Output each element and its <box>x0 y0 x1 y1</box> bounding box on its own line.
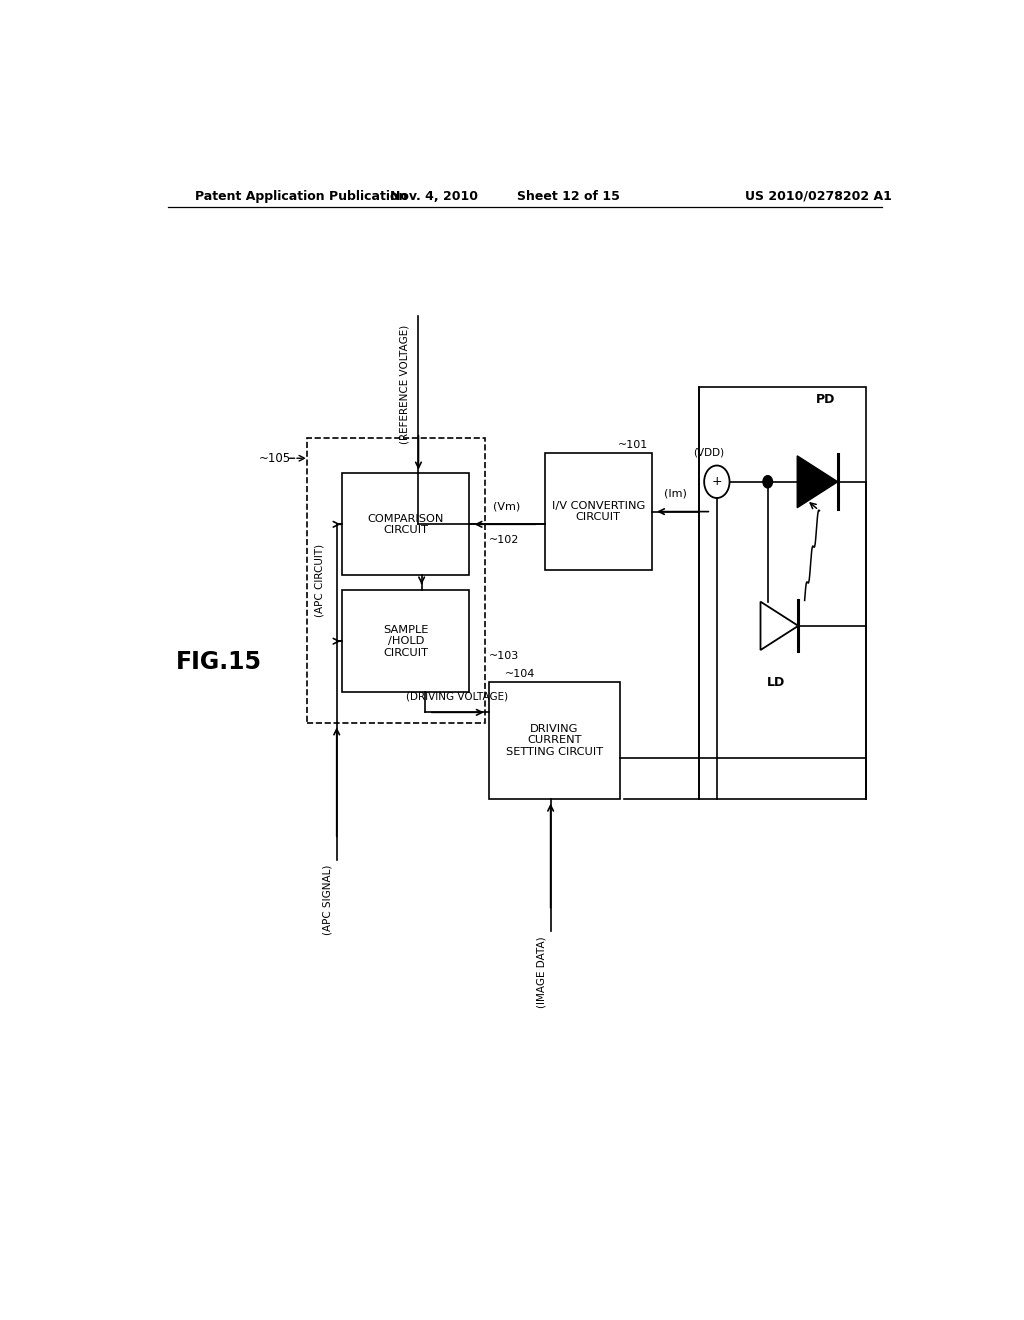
Bar <box>306 438 485 722</box>
Text: Patent Application Publication: Patent Application Publication <box>196 190 408 202</box>
Text: (Vm): (Vm) <box>494 502 520 511</box>
Polygon shape <box>798 455 838 508</box>
Text: FIG.15: FIG.15 <box>176 649 262 673</box>
Bar <box>489 682 621 799</box>
Text: I/V CONVERTING
CIRCUIT: I/V CONVERTING CIRCUIT <box>552 500 645 523</box>
Text: (VDD): (VDD) <box>693 447 724 457</box>
Text: ~102: ~102 <box>489 535 519 545</box>
Text: (REFERENCE VOLTAGE): (REFERENCE VOLTAGE) <box>400 325 410 444</box>
Bar <box>699 387 866 799</box>
Text: COMPARISON
CIRCUIT: COMPARISON CIRCUIT <box>368 513 444 535</box>
Text: ~103: ~103 <box>489 652 519 661</box>
Text: US 2010/0278202 A1: US 2010/0278202 A1 <box>745 190 892 202</box>
Text: ~101: ~101 <box>617 440 648 450</box>
Text: (APC SIGNAL): (APC SIGNAL) <box>323 865 332 935</box>
Bar <box>545 453 652 570</box>
Text: (DRIVING VOLTAGE): (DRIVING VOLTAGE) <box>406 692 508 701</box>
Text: PD: PD <box>816 393 836 405</box>
Text: (IMAGE DATA): (IMAGE DATA) <box>537 936 546 1007</box>
Text: LD: LD <box>767 676 785 689</box>
Text: SAMPLE
/HOLD
CIRCUIT: SAMPLE /HOLD CIRCUIT <box>383 624 428 657</box>
Text: +: + <box>712 475 722 488</box>
Bar <box>342 474 469 576</box>
Bar <box>342 590 469 692</box>
Text: ~105: ~105 <box>259 451 291 465</box>
Text: (Im): (Im) <box>665 488 687 499</box>
Text: DRIVING
CURRENT
SETTING CIRCUIT: DRIVING CURRENT SETTING CIRCUIT <box>506 723 603 756</box>
Text: (APC CIRCUIT): (APC CIRCUIT) <box>314 544 325 616</box>
Circle shape <box>763 475 772 488</box>
Polygon shape <box>761 602 799 649</box>
Text: Nov. 4, 2010: Nov. 4, 2010 <box>389 190 477 202</box>
Text: ~104: ~104 <box>505 669 536 678</box>
Text: Sheet 12 of 15: Sheet 12 of 15 <box>517 190 620 202</box>
